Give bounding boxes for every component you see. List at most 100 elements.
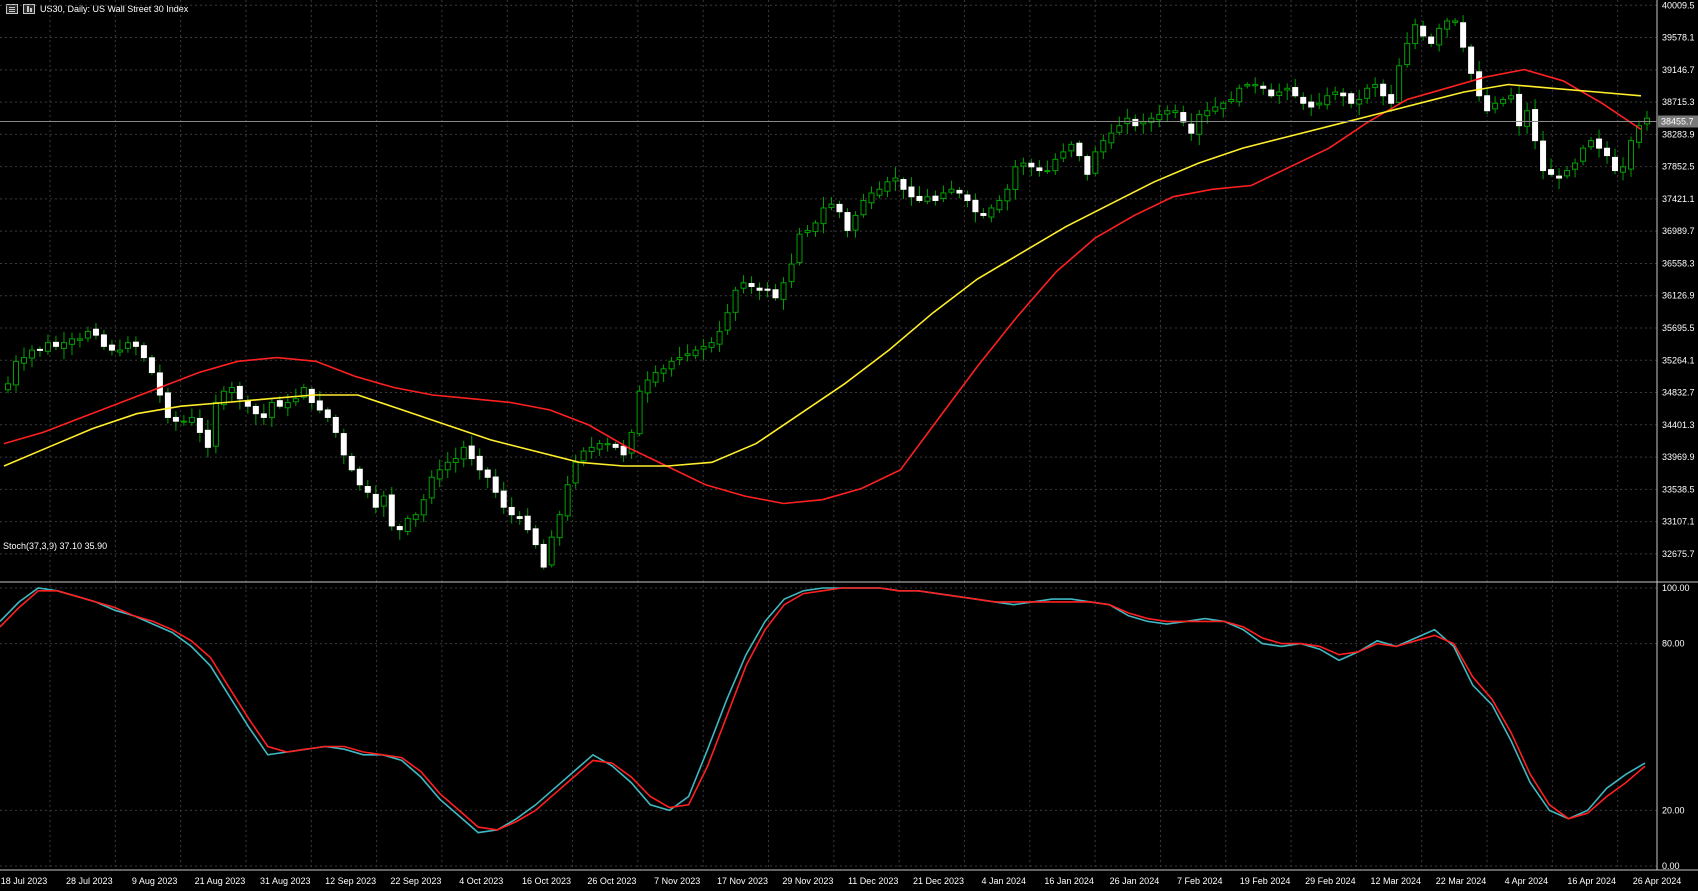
candle [980,213,987,216]
stoch-tick-label: 80.00 [1662,639,1685,649]
candle [1276,91,1283,96]
candle [156,372,163,396]
candle [1332,91,1339,95]
candle [1596,138,1603,149]
candle [1308,101,1315,108]
candle [932,195,939,201]
candle [124,342,131,349]
date-tick-label: 21 Aug 2023 [195,876,246,886]
candle [204,429,211,448]
candle [228,387,235,394]
candle [1484,95,1491,112]
price-tick-label: 36126.9 [1662,291,1695,301]
candle [116,349,123,353]
candle [1060,151,1067,159]
candle [212,401,219,447]
chart-symbol-title: US30, Daily: US Wall Street 30 Index [40,4,189,14]
date-tick-label: 31 Aug 2023 [260,876,311,886]
candle [268,401,275,419]
candle [44,342,51,352]
chart-menu-icon[interactable] [6,4,18,14]
date-tick-label: 12 Mar 2024 [1370,876,1421,886]
date-tick-label: 22 Sep 2023 [390,876,441,886]
candle [1500,98,1507,104]
candle [780,282,787,300]
candle [828,203,835,208]
date-tick-label: 18 Jul 2023 [1,876,48,886]
candle [428,476,435,499]
chart-type-icon[interactable] [23,4,35,14]
candle [812,222,819,233]
candle [284,401,291,409]
price-tick-label: 33538.5 [1662,484,1695,494]
candle [1444,20,1451,30]
candle [340,433,347,456]
date-tick-label: 4 Oct 2023 [459,876,503,886]
candle [1124,117,1131,125]
price-tick-label: 34401.3 [1662,420,1695,430]
last-price-label: 38455.7 [1661,117,1694,127]
stochastic-label: Stoch(37,3,9) 37.10 35.90 [3,541,108,551]
candle [724,312,731,331]
date-tick-label: 9 Aug 2023 [132,876,178,886]
candle [892,177,899,182]
candle [596,443,603,450]
candle [492,476,499,493]
candle [404,517,411,533]
candle [1084,156,1091,175]
candle [28,349,35,359]
candle [364,486,371,493]
candle [844,212,851,231]
candle [1428,36,1435,44]
candle [572,461,579,484]
candle [1100,140,1107,153]
candle [1604,147,1611,157]
candle [276,400,283,407]
candle [196,417,203,433]
candle [1620,166,1627,173]
candle [1380,83,1387,97]
candle [1188,123,1195,134]
candle [348,455,355,471]
date-tick-label: 16 Jan 2024 [1044,876,1094,886]
candle [636,390,643,435]
candle [108,344,115,351]
candle [1236,87,1243,103]
candle [332,416,339,433]
candle [764,288,771,291]
candle [1388,94,1395,104]
candle [684,353,691,357]
candle [1244,84,1251,87]
date-tick-label: 29 Nov 2023 [782,876,833,886]
candle [1572,162,1579,170]
candle [444,461,451,471]
candle [580,450,587,462]
candle [620,445,627,456]
candle [956,189,963,194]
candle [1028,162,1035,168]
candle [1356,98,1363,105]
candle [692,349,699,357]
candle [1436,27,1443,46]
candle [1108,132,1115,144]
candle [740,282,747,289]
candle [1156,113,1163,121]
candle [1476,71,1483,97]
candle [516,516,523,519]
candle [796,233,803,263]
candle [1172,110,1179,114]
stochastic-line [0,587,1646,831]
candle [1068,143,1075,152]
candle [996,199,1003,211]
candle [1116,125,1123,133]
candle [628,431,635,454]
price-tick-label: 39146.7 [1662,65,1695,75]
stoch-tick-label: 20.00 [1662,805,1685,815]
candle [836,203,843,213]
candle [1524,110,1531,127]
candle [84,330,91,339]
candle [604,443,611,446]
candle [1372,84,1379,88]
candle [1012,166,1019,190]
